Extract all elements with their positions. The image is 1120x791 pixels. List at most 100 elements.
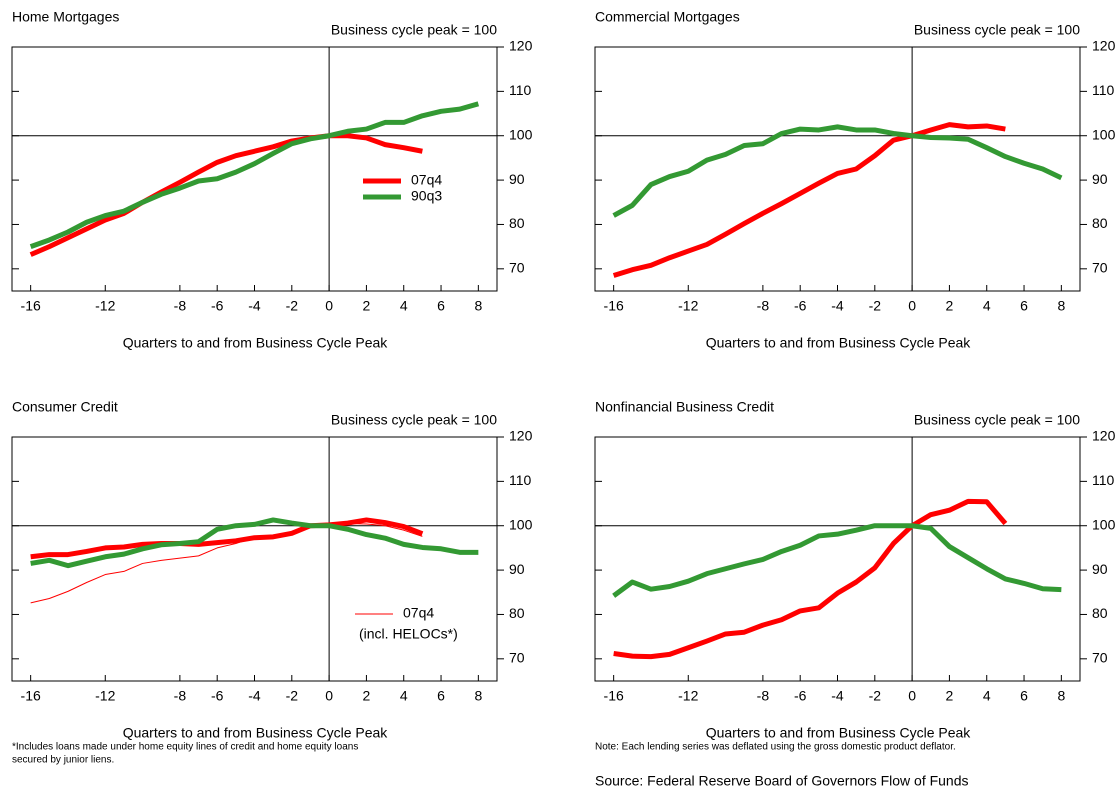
- x-tick-label: -4: [831, 688, 844, 704]
- plot-frame: [11, 436, 498, 682]
- y-tick-label: 120: [509, 38, 533, 54]
- chart-title: Consumer Credit: [12, 399, 118, 415]
- x-tick-label: -8: [757, 688, 770, 704]
- x-tick-label: 0: [325, 298, 333, 314]
- x-tick-label: -12: [678, 688, 698, 704]
- footnote: *Includes loans made under home equity l…: [12, 742, 358, 753]
- x-tick-label: 4: [400, 688, 408, 704]
- y-tick-label: 120: [1092, 428, 1116, 444]
- x-tick-label: 0: [325, 688, 333, 704]
- chart-panel: Nonfinancial Business Credit Business cyc…: [594, 399, 1116, 789]
- x-tick-label: 4: [983, 298, 991, 314]
- x-tick-label: -6: [211, 688, 224, 704]
- y-tick-label: 120: [1092, 38, 1116, 54]
- series-line: [612, 523, 1062, 598]
- y-tick-label: 110: [1092, 472, 1115, 488]
- x-tick-label: -16: [21, 688, 41, 704]
- x-tick-label: 4: [400, 298, 408, 314]
- x-tick-label: -16: [604, 688, 624, 704]
- y-tick-label: 90: [509, 561, 525, 577]
- x-axis-label: Quarters to and from Business Cycle Peak: [706, 335, 972, 351]
- x-tick-label: 0: [908, 298, 916, 314]
- legend-label: 07q4: [411, 172, 442, 188]
- footnote: secured by junior liens.: [12, 755, 114, 766]
- chart-panel: Consumer Credit Business cycle peak = 100…: [11, 399, 533, 766]
- y-tick-label: 80: [509, 605, 525, 621]
- x-tick-label: -8: [174, 298, 187, 314]
- series-line: [30, 517, 479, 569]
- x-tick-label: 2: [363, 298, 371, 314]
- x-tick-label: 6: [1020, 298, 1028, 314]
- chart-panel: Commercial Mortgages Business cycle peak …: [594, 9, 1116, 351]
- plot-frame: [594, 46, 1081, 292]
- legend-label: 90q3: [411, 188, 442, 204]
- x-tick-label: 8: [1057, 298, 1065, 314]
- chart-title: Commercial Mortgages: [595, 9, 740, 25]
- y-tick-label: 90: [1092, 171, 1108, 187]
- x-tick-label: -8: [174, 688, 187, 704]
- x-axis-label: Quarters to and from Business Cycle Peak: [123, 725, 389, 741]
- series-line: [29, 101, 480, 249]
- chart-title: Home Mortgages: [12, 9, 119, 25]
- y-tick-label: 70: [509, 260, 525, 276]
- subtitle: Business cycle peak = 100: [331, 412, 497, 428]
- series-line: [30, 523, 423, 604]
- x-tick-label: -2: [869, 688, 882, 704]
- x-tick-label: -8: [757, 298, 770, 314]
- x-axis-label: Quarters to and from Business Cycle Peak: [706, 725, 972, 741]
- x-tick-label: -4: [248, 688, 261, 704]
- x-tick-label: -6: [211, 298, 224, 314]
- y-tick-label: 100: [509, 126, 533, 142]
- footnote: Note: Each lending series was deflated u…: [595, 742, 956, 753]
- x-tick-label: -2: [869, 298, 882, 314]
- legend-note: (incl. HELOCs*): [359, 626, 458, 642]
- x-tick-label: 2: [363, 688, 371, 704]
- x-tick-label: -6: [794, 298, 807, 314]
- x-tick-label: 6: [437, 688, 445, 704]
- x-tick-label: 8: [474, 688, 482, 704]
- subtitle: Business cycle peak = 100: [914, 22, 1080, 38]
- series-line: [612, 124, 1063, 218]
- plot-frame: [594, 436, 1081, 682]
- y-tick-label: 70: [509, 650, 525, 666]
- y-tick-label: 110: [509, 472, 532, 488]
- y-tick-label: 80: [1092, 215, 1108, 231]
- y-tick-label: 110: [1092, 82, 1115, 98]
- y-tick-label: 90: [509, 171, 525, 187]
- x-axis-label: Quarters to and from Business Cycle Peak: [123, 335, 389, 351]
- y-tick-label: 110: [509, 82, 532, 98]
- series-line: [29, 133, 423, 257]
- chart-title: Nonfinancial Business Credit: [595, 399, 774, 415]
- y-tick-label: 100: [1092, 126, 1116, 142]
- x-tick-label: -16: [21, 298, 41, 314]
- x-tick-label: -12: [95, 688, 115, 704]
- x-tick-label: 0: [908, 688, 916, 704]
- x-tick-label: 2: [946, 298, 954, 314]
- y-tick-label: 80: [1092, 605, 1108, 621]
- y-tick-label: 120: [509, 428, 533, 444]
- x-tick-label: 6: [1020, 688, 1028, 704]
- plot-frame: [11, 46, 498, 292]
- y-tick-label: 70: [1092, 650, 1108, 666]
- subtitle: Business cycle peak = 100: [914, 412, 1080, 428]
- x-tick-label: -12: [678, 298, 698, 314]
- x-tick-label: -12: [95, 298, 115, 314]
- series-line: [612, 122, 1006, 278]
- x-tick-label: -16: [604, 298, 624, 314]
- x-tick-label: 6: [437, 298, 445, 314]
- x-tick-label: -4: [831, 298, 844, 314]
- x-tick-label: 4: [983, 688, 991, 704]
- y-tick-label: 100: [509, 516, 533, 532]
- chart-panel: Home Mortgages Business cycle peak = 100 Q…: [11, 9, 533, 351]
- y-tick-label: 80: [509, 215, 525, 231]
- series-line: [613, 498, 1008, 660]
- x-tick-label: -2: [286, 688, 299, 704]
- y-tick-label: 100: [1092, 516, 1116, 532]
- source: Source: Federal Reserve Board of Governo…: [595, 773, 969, 789]
- legend-label: 07q4: [403, 605, 434, 621]
- series-line: [30, 517, 424, 560]
- subtitle: Business cycle peak = 100: [331, 22, 497, 38]
- x-tick-label: 2: [946, 688, 954, 704]
- x-tick-label: -6: [794, 688, 807, 704]
